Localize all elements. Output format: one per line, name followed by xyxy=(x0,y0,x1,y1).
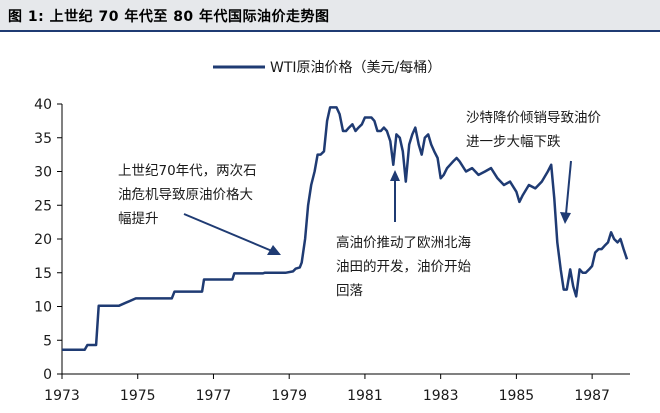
x-tick-label: 1985 xyxy=(499,388,535,404)
legend-label: WTI原油价格（美元/每桶） xyxy=(270,60,441,76)
figure-title: 图 1: 上世纪 70 年代至 80 年代国际油价走势图 xyxy=(8,9,330,25)
annotation-2-line-1: 高油价推动了欧洲北海 xyxy=(336,234,471,251)
annotation-3-line-2: 进一步大幅下跌 xyxy=(466,134,561,150)
x-ticks: 1973 1975 1977 1979 1981 1983 1985 1987 xyxy=(44,374,610,404)
y-tick-label: 10 xyxy=(34,300,52,316)
annotation-3-arrowhead xyxy=(560,212,571,224)
y-tick-label: 15 xyxy=(34,266,52,282)
annotation-70s-oil-crisis: 上世纪70年代，两次石 油危机导致原油价格大 幅提升 xyxy=(118,163,281,255)
y-tick-label: 35 xyxy=(34,131,52,147)
series-line-wti xyxy=(62,106,629,351)
figure-title-bar: 图 1: 上世纪 70 年代至 80 年代国际油价走势图 xyxy=(0,0,660,30)
annotation-1-line-2: 油危机导致原油价格大 xyxy=(118,187,253,203)
x-tick-label: 1987 xyxy=(574,388,610,404)
y-tick-label: 5 xyxy=(43,333,52,349)
annotation-north-sea: 高油价推动了欧洲北海 油田的开发，油价开始 回落 xyxy=(336,170,471,299)
annotation-2-line-3: 回落 xyxy=(336,283,363,299)
x-tick-label: 1981 xyxy=(347,388,383,404)
x-tick-label: 1983 xyxy=(423,388,459,404)
x-tick-label: 1973 xyxy=(44,388,80,404)
y-tick-label: 25 xyxy=(34,198,52,214)
legend: WTI原油价格（美元/每桶） xyxy=(213,60,441,76)
annotation-2-line-2: 油田的开发，油价开始 xyxy=(336,259,471,275)
annotation-3-arrow-shaft xyxy=(565,160,572,215)
annotation-1-arrow-shaft xyxy=(183,213,273,252)
title-divider xyxy=(0,30,660,32)
x-tick-label: 1979 xyxy=(271,388,307,404)
y-tick-label: 40 xyxy=(34,97,52,113)
annotation-1-line-1: 上世纪70年代，两次石 xyxy=(118,163,257,179)
y-tick-label: 30 xyxy=(34,165,52,181)
annotation-saudi-dumping: 沙特降价倾销导致油价 进一步大幅下跌 xyxy=(466,110,601,224)
annotation-1-arrowhead xyxy=(267,245,281,255)
y-tick-label: 20 xyxy=(34,232,52,248)
y-ticks: 0 5 10 15 20 25 30 35 40 xyxy=(34,97,62,383)
x-tick-label: 1977 xyxy=(196,388,232,404)
annotation-2-arrowhead xyxy=(390,170,400,181)
annotation-3-line-1: 沙特降价倾销导致油价 xyxy=(466,110,601,126)
x-tick-label: 1975 xyxy=(120,388,156,404)
annotation-1-line-3: 幅提升 xyxy=(118,211,159,227)
y-tick-label: 0 xyxy=(43,367,52,383)
